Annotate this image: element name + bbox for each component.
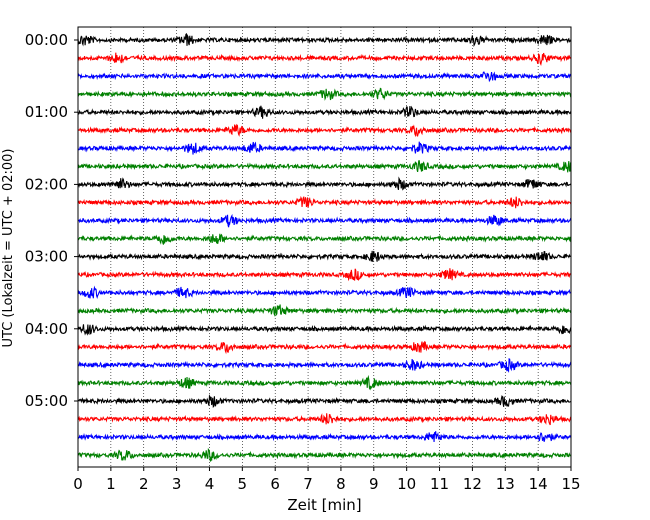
x-tick-label: 9 [369, 475, 379, 493]
trace-0300 [77, 250, 572, 262]
y-tick-label: 05:00 [25, 392, 68, 410]
y-axis-label: UTC (Lokalzeit = UTC + 02:00) [1, 149, 16, 348]
trace-0045 [77, 87, 572, 101]
trace-0030 [77, 71, 572, 83]
x-tick-label: 14 [529, 475, 548, 493]
x-tick-label: 7 [303, 475, 313, 493]
trace-0215 [77, 195, 572, 209]
trace-0400 [77, 324, 572, 336]
y-tick-label: 02:00 [25, 175, 68, 193]
trace-0330 [77, 285, 572, 300]
x-axis-label: Zeit [min] [287, 496, 361, 514]
trace-0430 [77, 358, 572, 374]
x-tick-label: 11 [430, 475, 449, 493]
trace-0230 [77, 213, 572, 228]
trace-0545 [77, 447, 572, 462]
x-tick-label: 15 [561, 475, 580, 493]
x-tick-label: 6 [270, 475, 280, 493]
x-tick-label: 0 [73, 475, 83, 493]
plot-frame [77, 26, 572, 468]
seismic-traces [77, 32, 572, 462]
trace-0415 [77, 340, 572, 355]
trace-0145 [77, 160, 572, 173]
x-tick-label: 2 [139, 475, 149, 493]
x-tick-label: 4 [205, 475, 215, 493]
x-tick-label: 13 [496, 475, 515, 493]
grid-lines [110, 27, 539, 467]
x-tick-label: 3 [172, 475, 182, 493]
x-axis-ticks: 0 1 2 3 4 5 6 7 8 9 10 11 12 13 14 15 [73, 467, 581, 493]
trace-0100 [77, 105, 572, 119]
y-tick-label: 00:00 [25, 31, 68, 49]
trace-0500 [77, 394, 572, 409]
y-tick-label: 03:00 [25, 248, 68, 266]
trace-0000 [77, 32, 572, 48]
trace-0245 [77, 233, 572, 245]
trace-0515 [77, 413, 572, 426]
trace-0200 [77, 176, 572, 191]
y-tick-label: 01:00 [25, 103, 68, 121]
y-axis-ticks: 00:00 01:00 02:00 03:00 04:00 05:00 [25, 31, 78, 410]
x-tick-label: 12 [463, 475, 482, 493]
trace-0345 [77, 304, 572, 318]
x-tick-label: 1 [106, 475, 116, 493]
trace-0115 [77, 123, 572, 138]
trace-0315 [77, 268, 572, 282]
trace-0130 [77, 141, 572, 155]
x-tick-label: 10 [397, 475, 416, 493]
trace-0445 [77, 374, 572, 391]
x-tick-label: 8 [336, 475, 346, 493]
trace-0530 [77, 431, 572, 442]
trace-0015 [77, 52, 572, 67]
x-tick-label: 5 [238, 475, 248, 493]
y-tick-label: 04:00 [25, 320, 68, 338]
